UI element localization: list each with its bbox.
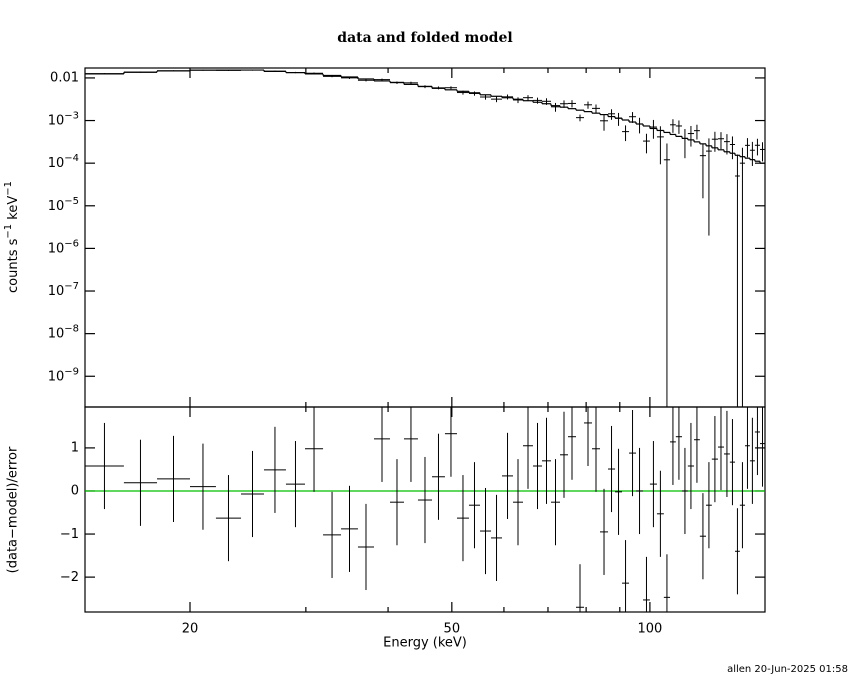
chart-title: data and folded model — [337, 30, 512, 46]
x-axis-label: Energy (keV) — [383, 636, 467, 651]
y-tick-label-base: −2 — [60, 570, 79, 585]
y-tick-label: −1 — [60, 527, 79, 542]
y-tick-label-exponent: −9 — [64, 366, 79, 377]
y-tick-label-exponent: −3 — [64, 110, 79, 121]
footer: allen 20-Jun-2025 01:58 — [727, 664, 848, 675]
plot-frame — [84, 67, 766, 408]
y-tick-label-base: 10 — [48, 156, 65, 171]
y-axis-label: (data−model)/error — [6, 446, 21, 573]
y-tick-label-exponent: −5 — [64, 195, 79, 206]
y-tick-label-base: 10 — [48, 326, 65, 341]
y-tick-label-base: 10 — [48, 284, 65, 299]
y-tick-label: 10−9 — [48, 366, 79, 384]
y-tick-label: −2 — [60, 570, 79, 585]
y-tick-label: 0 — [71, 483, 79, 498]
y-tick-label-base: 10 — [48, 113, 65, 128]
y-tick-label-base: 10 — [48, 241, 65, 256]
plot-frame — [84, 406, 766, 613]
y-tick-label-base: −1 — [60, 527, 79, 542]
y-tick-label-base: 10 — [48, 369, 65, 384]
y-axis-label-part: keV — [6, 196, 21, 224]
x-tick-label: 20 — [182, 622, 199, 637]
y-tick-label-base: 10 — [48, 198, 65, 213]
y-tick-label: 10−4 — [48, 153, 79, 171]
y-tick-label: 10−7 — [48, 281, 79, 299]
y-axis-label-part: −1 — [3, 224, 14, 239]
y-tick-label: 10−6 — [48, 238, 79, 256]
y-tick-label-exponent: −7 — [64, 281, 79, 292]
y-tick-label: 10−3 — [48, 110, 79, 128]
y-tick-label-exponent: −4 — [64, 153, 79, 164]
y-tick-label-exponent: −6 — [64, 238, 79, 249]
y-tick-label: 1 — [71, 440, 79, 455]
x-tick-label: 100 — [637, 622, 662, 637]
y-tick-label: 10−8 — [48, 323, 79, 341]
y-axis-label-part: counts s — [6, 238, 21, 293]
y-tick-label-exponent: −8 — [64, 323, 79, 334]
x-tick-label: 50 — [444, 622, 461, 637]
y-axis-label: counts s−1 keV−1 — [3, 181, 21, 293]
y-axis-label-part: −1 — [3, 181, 14, 196]
y-tick-label: 0.01 — [50, 70, 79, 85]
y-tick-label: 10−5 — [48, 195, 79, 213]
